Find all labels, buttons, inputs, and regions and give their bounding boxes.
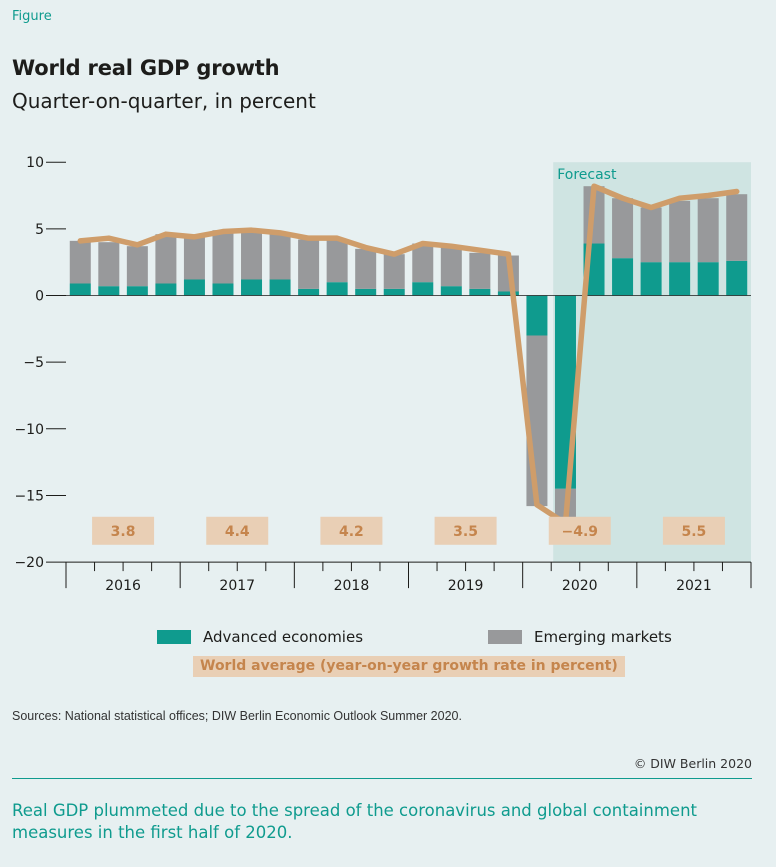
legend-advanced-swatch <box>157 630 191 644</box>
x-year-label: 2017 <box>219 578 255 594</box>
bar-advanced <box>383 288 405 296</box>
x-year-label: 2020 <box>562 578 598 594</box>
bar-advanced <box>269 279 291 296</box>
year-average-value: 3.8 <box>111 524 136 540</box>
bar-emerging <box>726 194 748 261</box>
figure-label: Figure <box>12 9 52 24</box>
divider <box>12 778 752 779</box>
caption: Real GDP plummeted due to the spread of … <box>12 801 697 842</box>
y-tick-label: −15 <box>14 488 44 504</box>
y-tick-label: −5 <box>23 355 44 371</box>
bar-advanced <box>612 258 634 296</box>
gdp-chart: Forecast 10 5 0 −5 −10 −15 −20 3.8 4.4 4.2 3.5 −4.9 5… <box>14 155 752 594</box>
chart-title: World real GDP growth <box>12 56 280 80</box>
bar-advanced <box>469 288 491 296</box>
year-average-value: −4.9 <box>561 524 598 540</box>
year-average-box <box>434 516 497 545</box>
chart-subtitle: Quarter-on-quarter, in percent <box>12 89 316 113</box>
bar-emerging <box>298 239 320 289</box>
bar-emerging <box>383 254 405 289</box>
year-average-box <box>320 516 383 545</box>
legend-world-average: World average (year-on-year growth rate … <box>193 656 625 677</box>
x-year-label: 2018 <box>334 578 370 594</box>
year-average-value: 4.4 <box>225 524 250 540</box>
bar-emerging <box>612 198 634 259</box>
bar-emerging <box>69 240 91 284</box>
legend-advanced: Advanced economies <box>157 628 363 646</box>
legend-emerging-swatch <box>488 630 522 644</box>
bar-emerging <box>183 236 205 280</box>
legend-emerging-label: Emerging markets <box>534 628 672 646</box>
bar-emerging <box>355 248 377 289</box>
year-average-value: 5.5 <box>682 524 707 540</box>
bar-emerging <box>269 232 291 280</box>
bar-advanced <box>326 282 348 296</box>
y-tick-label: −20 <box>14 555 44 571</box>
bar-advanced <box>69 283 91 296</box>
bar-emerging <box>640 207 662 263</box>
y-tick-label: 10 <box>26 155 44 171</box>
bar-emerging <box>241 231 263 280</box>
x-year-label: 2021 <box>676 578 712 594</box>
year-average-box <box>662 516 725 545</box>
bar-emerging <box>126 246 148 287</box>
bar-emerging <box>697 198 719 263</box>
legend-advanced-label: Advanced economies <box>203 628 364 646</box>
bar-advanced <box>669 262 691 296</box>
bar-emerging <box>469 252 491 289</box>
legend-emerging: Emerging markets <box>488 628 672 646</box>
year-average-value: 3.5 <box>453 524 478 540</box>
bar-emerging <box>412 243 434 283</box>
forecast-label: Forecast <box>557 167 617 183</box>
bar-emerging <box>669 200 691 263</box>
bar-emerging <box>155 234 177 284</box>
bar-advanced <box>355 288 377 296</box>
bar-advanced <box>298 288 320 296</box>
bar-advanced <box>155 283 177 296</box>
bar-advanced <box>726 260 748 296</box>
legend: Advanced economies Emerging markets Worl… <box>0 626 776 686</box>
bar-advanced <box>697 262 719 296</box>
year-average-box <box>92 516 155 545</box>
bar-advanced <box>412 282 434 296</box>
bar-advanced <box>241 279 263 296</box>
x-year-label: 2019 <box>448 578 484 594</box>
bar-emerging <box>326 239 348 283</box>
y-tick-label: −10 <box>14 422 44 438</box>
year-average-value: 4.2 <box>339 524 364 540</box>
bar-advanced <box>526 295 548 336</box>
bar-advanced <box>126 286 148 296</box>
bar-advanced <box>183 279 205 296</box>
y-tick-label: 5 <box>35 222 44 238</box>
bar-advanced <box>440 286 462 296</box>
y-tick-label: 0 <box>35 289 44 305</box>
year-average-box <box>206 516 269 545</box>
bar-advanced <box>640 262 662 296</box>
world-average-line <box>77 183 740 527</box>
bar-advanced <box>497 291 519 296</box>
bar-advanced <box>212 283 234 296</box>
bar-emerging <box>440 247 462 287</box>
year-average-box <box>548 516 611 545</box>
bar-advanced <box>98 286 120 296</box>
bar-emerging <box>212 230 234 284</box>
bar-emerging <box>98 242 120 287</box>
copyright: © DIW Berlin 2020 <box>633 756 752 771</box>
x-year-label: 2016 <box>105 578 141 594</box>
sources-note: Sources: National statistical offices; D… <box>12 709 462 723</box>
